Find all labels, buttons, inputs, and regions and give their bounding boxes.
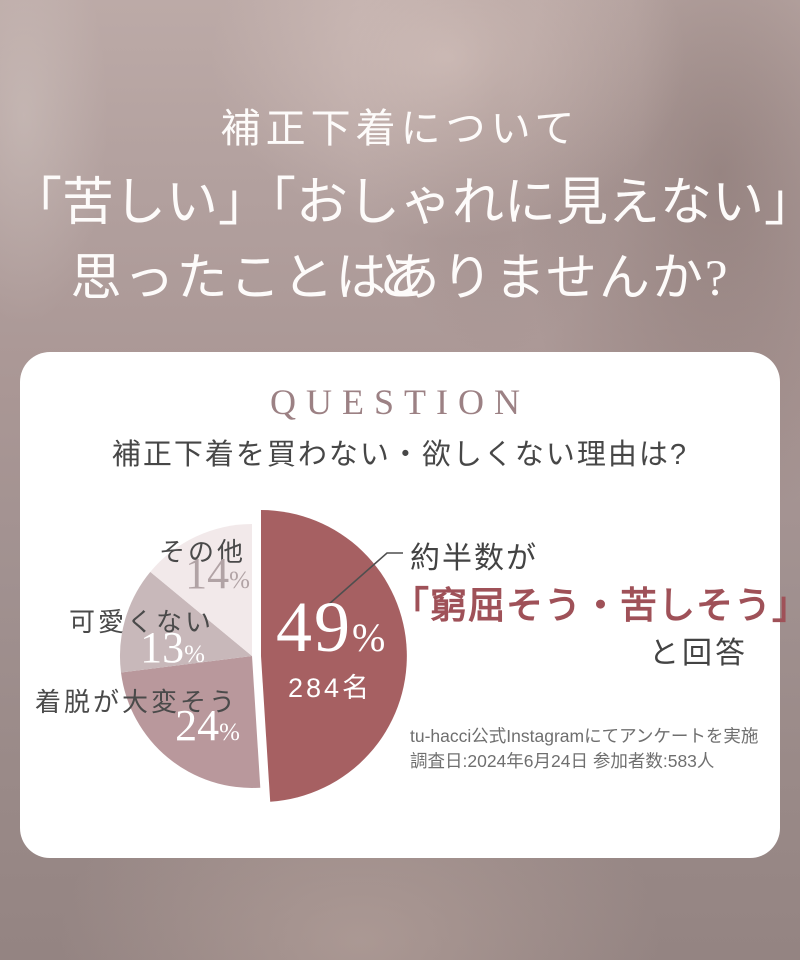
pie-pct-other: 14% [185, 548, 250, 599]
callout-highlight: 「窮屈そう・苦しそう」 [392, 586, 800, 627]
pie-label-not-cute: 可愛くない [68, 607, 214, 637]
question-eyebrow: QUESTION [270, 382, 530, 422]
hero-line-3: 思ったことはありませんか? [70, 251, 730, 307]
survey-footnote-line-2: 調査日:2024年6月24日 参加者数:583人 [410, 751, 715, 771]
survey-question-title: 補正下着を買わない・欲しくない理由は? [111, 439, 689, 471]
pie-slice-3 [150, 524, 252, 656]
pie-slice-0 [261, 510, 407, 802]
hero-line-1: 補正下着について [220, 106, 580, 151]
callout-tail: と回答 [649, 637, 748, 670]
pie-slice-2 [119, 571, 253, 673]
percent-sign: % [184, 641, 205, 668]
pie-count-main: 284名 [287, 673, 373, 703]
pie-label-other: その他 [158, 537, 246, 567]
pie-pct-not-cute: 13% [140, 622, 205, 673]
pie-pct-hard-to-wear-value: 24 [175, 701, 220, 750]
pie-label-hard-to-wear: 着脱が大変そう [34, 687, 238, 717]
callout-leader-line [319, 552, 403, 613]
pie-pct-main: 49% [276, 586, 387, 669]
percent-sign: % [352, 615, 388, 660]
hero-line-2: 「苦しい」「おしゃれに見えない」と [9, 175, 790, 307]
percent-sign: % [229, 567, 250, 594]
percent-sign: % [219, 719, 240, 746]
pie-pct-other-value: 14 [185, 549, 230, 598]
pie-pct-hard-to-wear: 24% [175, 700, 240, 751]
survey-footnote: tu-hacci公式Instagramにてアンケートを実施 調査日:2024年6… [410, 724, 758, 774]
callout-lead: 約半数が [410, 542, 538, 575]
pie-pct-main-value: 49 [276, 587, 352, 667]
pie-pct-not-cute-value: 13 [140, 623, 185, 672]
survey-footnote-line-1: tu-hacci公式Instagramにてアンケートを実施 [410, 726, 759, 746]
pie-slice-1 [121, 656, 261, 788]
